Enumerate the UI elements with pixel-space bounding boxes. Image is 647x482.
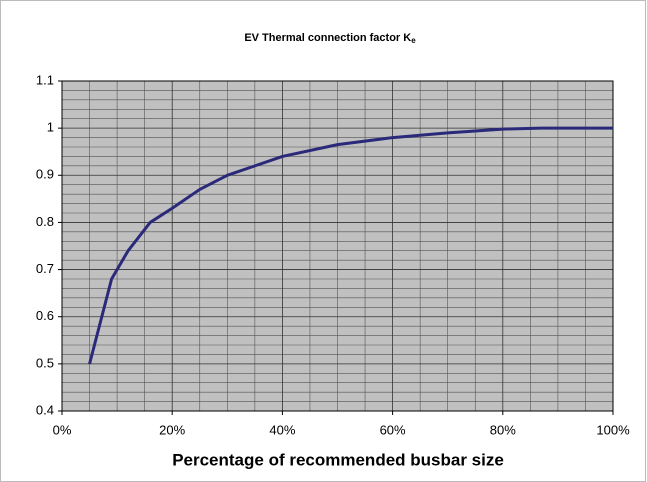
x-tick-label: 40% xyxy=(269,422,295,437)
title-main: EV Thermal connection factor K xyxy=(244,32,411,44)
x-axis-label: Percentage of recommended busbar size xyxy=(172,450,504,469)
x-tick-label: 80% xyxy=(490,422,516,437)
chart-title: EV Thermal connection factor Ke xyxy=(244,32,416,45)
y-tick-label: 0.8 xyxy=(36,214,54,229)
title-subscript: e xyxy=(411,36,416,45)
y-tick-label: 0.7 xyxy=(36,261,54,276)
x-tick-label: 100% xyxy=(596,422,630,437)
y-tick-label: 0.5 xyxy=(36,355,54,370)
y-tick-label: 1 xyxy=(47,120,54,135)
y-tick-label: 0.9 xyxy=(36,167,54,182)
y-tick-label: 0.6 xyxy=(36,308,54,323)
y-tick-label: 1.1 xyxy=(36,72,54,87)
plot-border xyxy=(61,80,614,412)
data-line xyxy=(88,126,613,365)
x-tick-label: 60% xyxy=(380,422,406,437)
x-tick-label: 20% xyxy=(159,422,185,437)
y-tick-label: 0.4 xyxy=(36,402,54,417)
x-tick-label: 0% xyxy=(53,422,72,437)
